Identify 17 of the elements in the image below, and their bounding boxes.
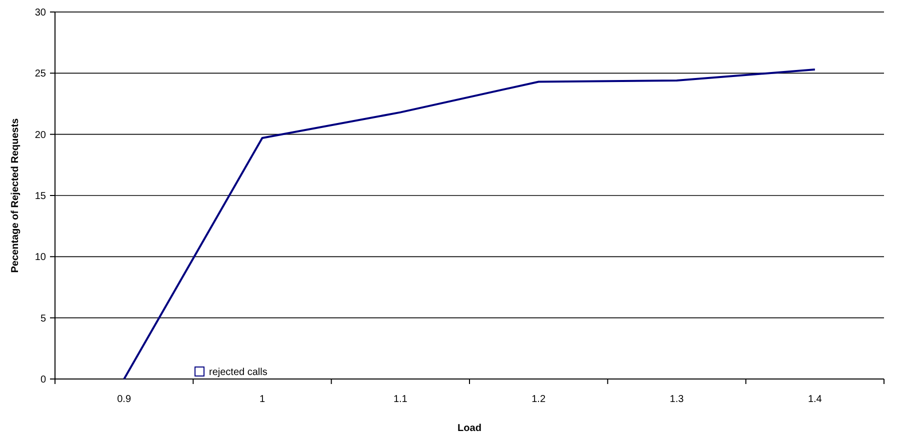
legend-label: rejected calls <box>209 367 268 378</box>
x-tick-label: 1.3 <box>670 394 684 405</box>
y-tick-label: 0 <box>40 374 46 386</box>
y-tick-label: 10 <box>34 252 46 264</box>
y-tick-label: 25 <box>34 68 46 80</box>
y-tick-label: 30 <box>34 8 46 18</box>
x-axis-title: Load <box>458 423 482 434</box>
y-axis-title: Pecentage of Rejected Requests <box>10 118 21 273</box>
x-tick-label: 1.4 <box>808 394 822 405</box>
y-tick-label: 5 <box>40 313 46 324</box>
x-tick-label: 1.2 <box>532 394 546 405</box>
x-tick-label: 1.1 <box>393 394 408 405</box>
y-tick-label: 20 <box>34 130 46 141</box>
y-tick-label: 15 <box>34 191 46 202</box>
x-tick-label: 1 <box>259 394 266 405</box>
line-series <box>123 68 816 380</box>
x-tick-label: 0.9 <box>117 394 132 405</box>
